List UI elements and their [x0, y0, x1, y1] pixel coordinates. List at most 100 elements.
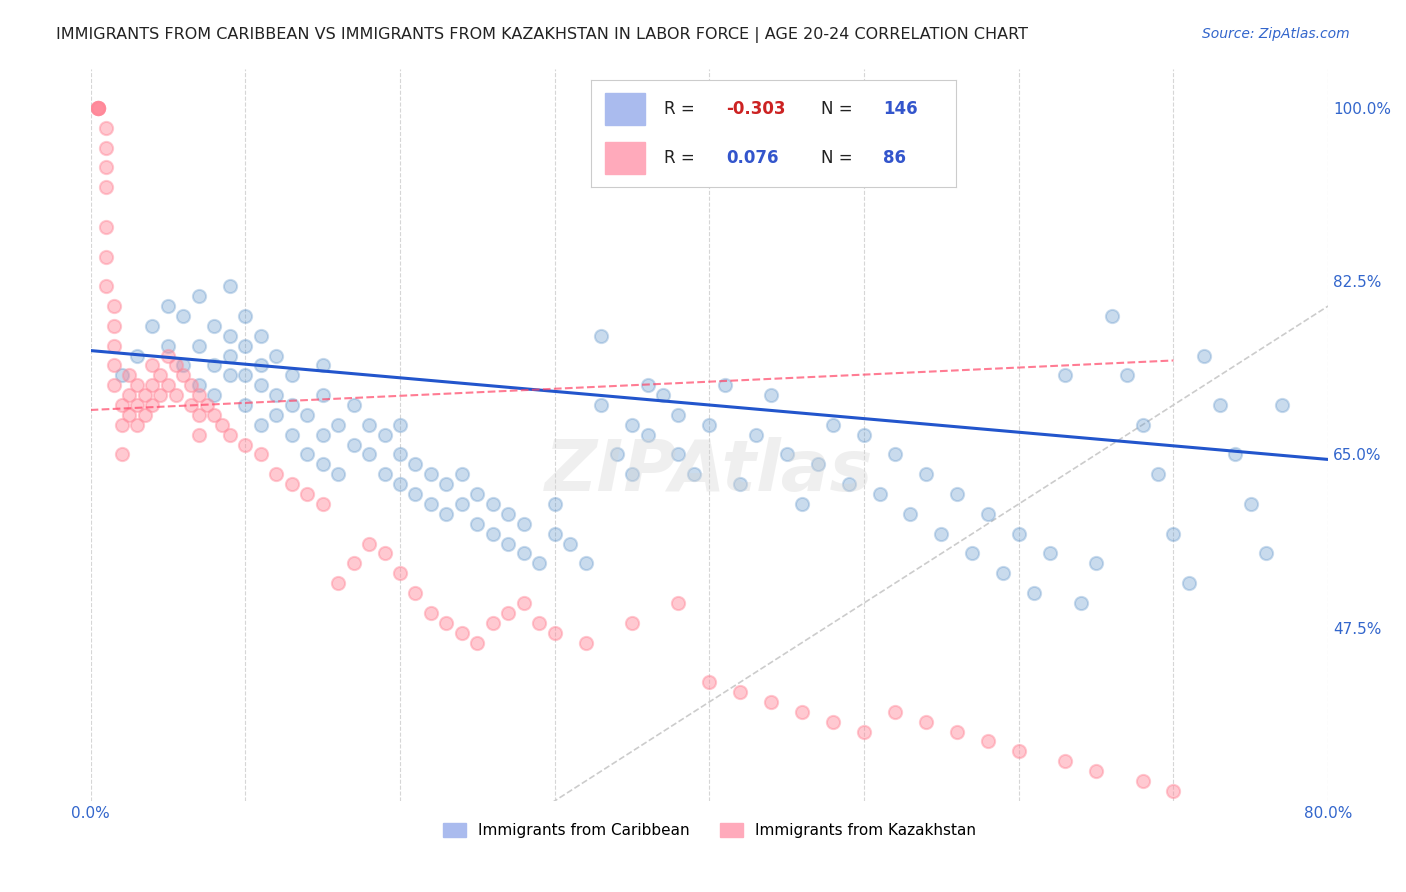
Point: [699, 675, 721, 690]
Point: [467, 487, 489, 501]
Point: [156, 299, 179, 313]
Point: [110, 417, 132, 432]
Point: [87, 101, 110, 115]
Point: [218, 328, 240, 343]
Point: [342, 557, 364, 571]
Point: [110, 398, 132, 412]
Point: [467, 516, 489, 531]
Point: [946, 724, 969, 739]
Text: IMMIGRANTS FROM CARIBBEAN VS IMMIGRANTS FROM KAZAKHSTAN IN LABOR FORCE | AGE 20-: IMMIGRANTS FROM CARIBBEAN VS IMMIGRANTS …: [56, 27, 1028, 43]
Point: [187, 338, 209, 352]
Point: [977, 507, 1000, 521]
Point: [993, 566, 1015, 581]
Point: [621, 417, 644, 432]
Point: [388, 417, 411, 432]
Point: [280, 398, 302, 412]
Point: [946, 487, 969, 501]
Point: [187, 388, 209, 402]
Point: [761, 388, 783, 402]
Point: [103, 299, 125, 313]
Point: [823, 417, 845, 432]
Point: [1008, 526, 1031, 541]
Point: [1085, 764, 1108, 779]
Point: [699, 417, 721, 432]
Point: [141, 359, 163, 373]
Point: [652, 388, 675, 402]
Point: [118, 368, 141, 383]
Point: [249, 378, 271, 392]
Point: [513, 516, 536, 531]
Point: [156, 338, 179, 352]
Point: [125, 378, 148, 392]
Point: [94, 219, 117, 234]
Point: [357, 536, 380, 550]
Point: [498, 536, 520, 550]
Point: [311, 427, 333, 442]
Point: [118, 408, 141, 422]
Point: [482, 526, 505, 541]
Point: [249, 328, 271, 343]
Point: [264, 408, 287, 422]
Point: [388, 477, 411, 491]
Text: -0.303: -0.303: [725, 100, 786, 118]
Point: [1132, 774, 1154, 789]
Point: [1209, 398, 1232, 412]
Point: [218, 349, 240, 363]
Point: [621, 615, 644, 630]
Point: [853, 724, 876, 739]
Point: [1256, 546, 1278, 560]
Point: [513, 596, 536, 610]
Point: [202, 408, 225, 422]
Point: [1194, 349, 1216, 363]
Point: [134, 408, 156, 422]
Point: [1054, 754, 1077, 768]
Point: [195, 398, 218, 412]
Point: [103, 359, 125, 373]
Point: [498, 606, 520, 620]
Legend: Immigrants from Caribbean, Immigrants from Kazakhstan: Immigrants from Caribbean, Immigrants fr…: [436, 817, 983, 845]
Point: [249, 448, 271, 462]
Point: [94, 279, 117, 293]
Point: [94, 161, 117, 175]
Point: [233, 338, 256, 352]
Point: [110, 448, 132, 462]
Point: [202, 359, 225, 373]
Point: [233, 309, 256, 323]
FancyBboxPatch shape: [605, 143, 645, 175]
Point: [249, 417, 271, 432]
Point: [451, 625, 474, 640]
Point: [326, 417, 349, 432]
Point: [103, 378, 125, 392]
Point: [404, 458, 426, 472]
Point: [202, 388, 225, 402]
Point: [388, 448, 411, 462]
Point: [621, 467, 644, 482]
Text: 146: 146: [883, 100, 918, 118]
Point: [233, 398, 256, 412]
Text: 0.076: 0.076: [725, 150, 779, 168]
Point: [295, 448, 318, 462]
Point: [869, 487, 891, 501]
Point: [87, 101, 110, 115]
FancyBboxPatch shape: [605, 93, 645, 125]
Point: [125, 417, 148, 432]
Point: [451, 467, 474, 482]
Point: [467, 635, 489, 649]
Text: R =: R =: [664, 100, 695, 118]
Point: [529, 557, 551, 571]
Point: [118, 388, 141, 402]
Point: [326, 467, 349, 482]
Point: [202, 318, 225, 333]
Point: [792, 497, 814, 511]
Point: [187, 289, 209, 303]
Point: [1008, 744, 1031, 758]
Point: [87, 101, 110, 115]
Point: [529, 615, 551, 630]
Point: [388, 566, 411, 581]
Point: [342, 437, 364, 451]
Point: [94, 250, 117, 264]
Point: [172, 309, 194, 323]
Text: N =: N =: [821, 100, 852, 118]
Point: [1147, 467, 1170, 482]
Point: [156, 349, 179, 363]
